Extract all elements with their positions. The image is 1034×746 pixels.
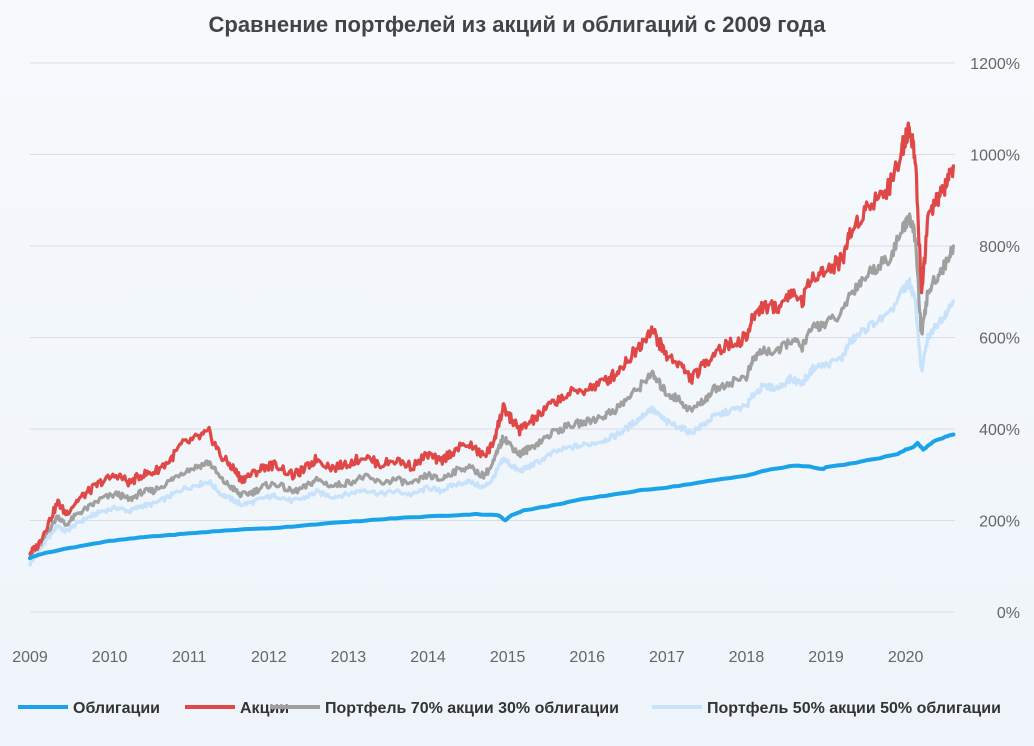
legend-label-bonds: Облигации	[73, 700, 160, 717]
x-tick-label: 2014	[410, 649, 446, 666]
legend-label-stocks: Акции	[240, 700, 289, 717]
y-tick-label: 600%	[979, 331, 1020, 348]
series-line-bonds	[28, 432, 956, 561]
y-tick-label: 200%	[979, 514, 1020, 531]
x-tick-label: 2016	[569, 649, 605, 666]
grid	[30, 62, 955, 613]
series-line-p70	[28, 212, 955, 559]
legend-label-p50: Портфель 50% акции 50% облигации	[707, 700, 1001, 717]
y-tick-label: 800%	[979, 239, 1020, 256]
chart-title: Сравнение портфелей из акций и облигаций…	[208, 12, 826, 37]
x-tick-label: 2020	[888, 649, 924, 666]
x-tick-label: 2015	[490, 649, 526, 666]
x-tick-label: 2010	[92, 649, 128, 666]
legend-label-p70: Портфель 70% акции 30% облигации	[325, 700, 619, 717]
x-tick-label: 2018	[729, 649, 765, 666]
legend: Облигации Акции Портфель 70% акции 30% обл…	[18, 700, 1001, 717]
series-line-p50	[28, 277, 955, 567]
x-axis-ticks: 2009 2010 2011 2012 2013 2014 2015 2016 2017 2018…	[12, 649, 923, 666]
y-axis-ticks: 0% 200% 400% 600% 800% 1000% 1200%	[970, 56, 1020, 622]
x-tick-label: 2013	[331, 649, 367, 666]
y-tick-label: 400%	[979, 422, 1020, 439]
y-tick-label: 1200%	[970, 56, 1020, 73]
x-tick-label: 2017	[649, 649, 685, 666]
y-tick-label: 1000%	[970, 148, 1020, 165]
series-line-stocks	[28, 121, 955, 556]
x-tick-label: 2009	[12, 649, 48, 666]
y-tick-label: 0%	[997, 605, 1020, 622]
x-tick-label: 2019	[808, 649, 844, 666]
series-lines	[28, 121, 956, 567]
x-tick-label: 2012	[251, 649, 287, 666]
x-tick-label: 2011	[172, 649, 207, 666]
